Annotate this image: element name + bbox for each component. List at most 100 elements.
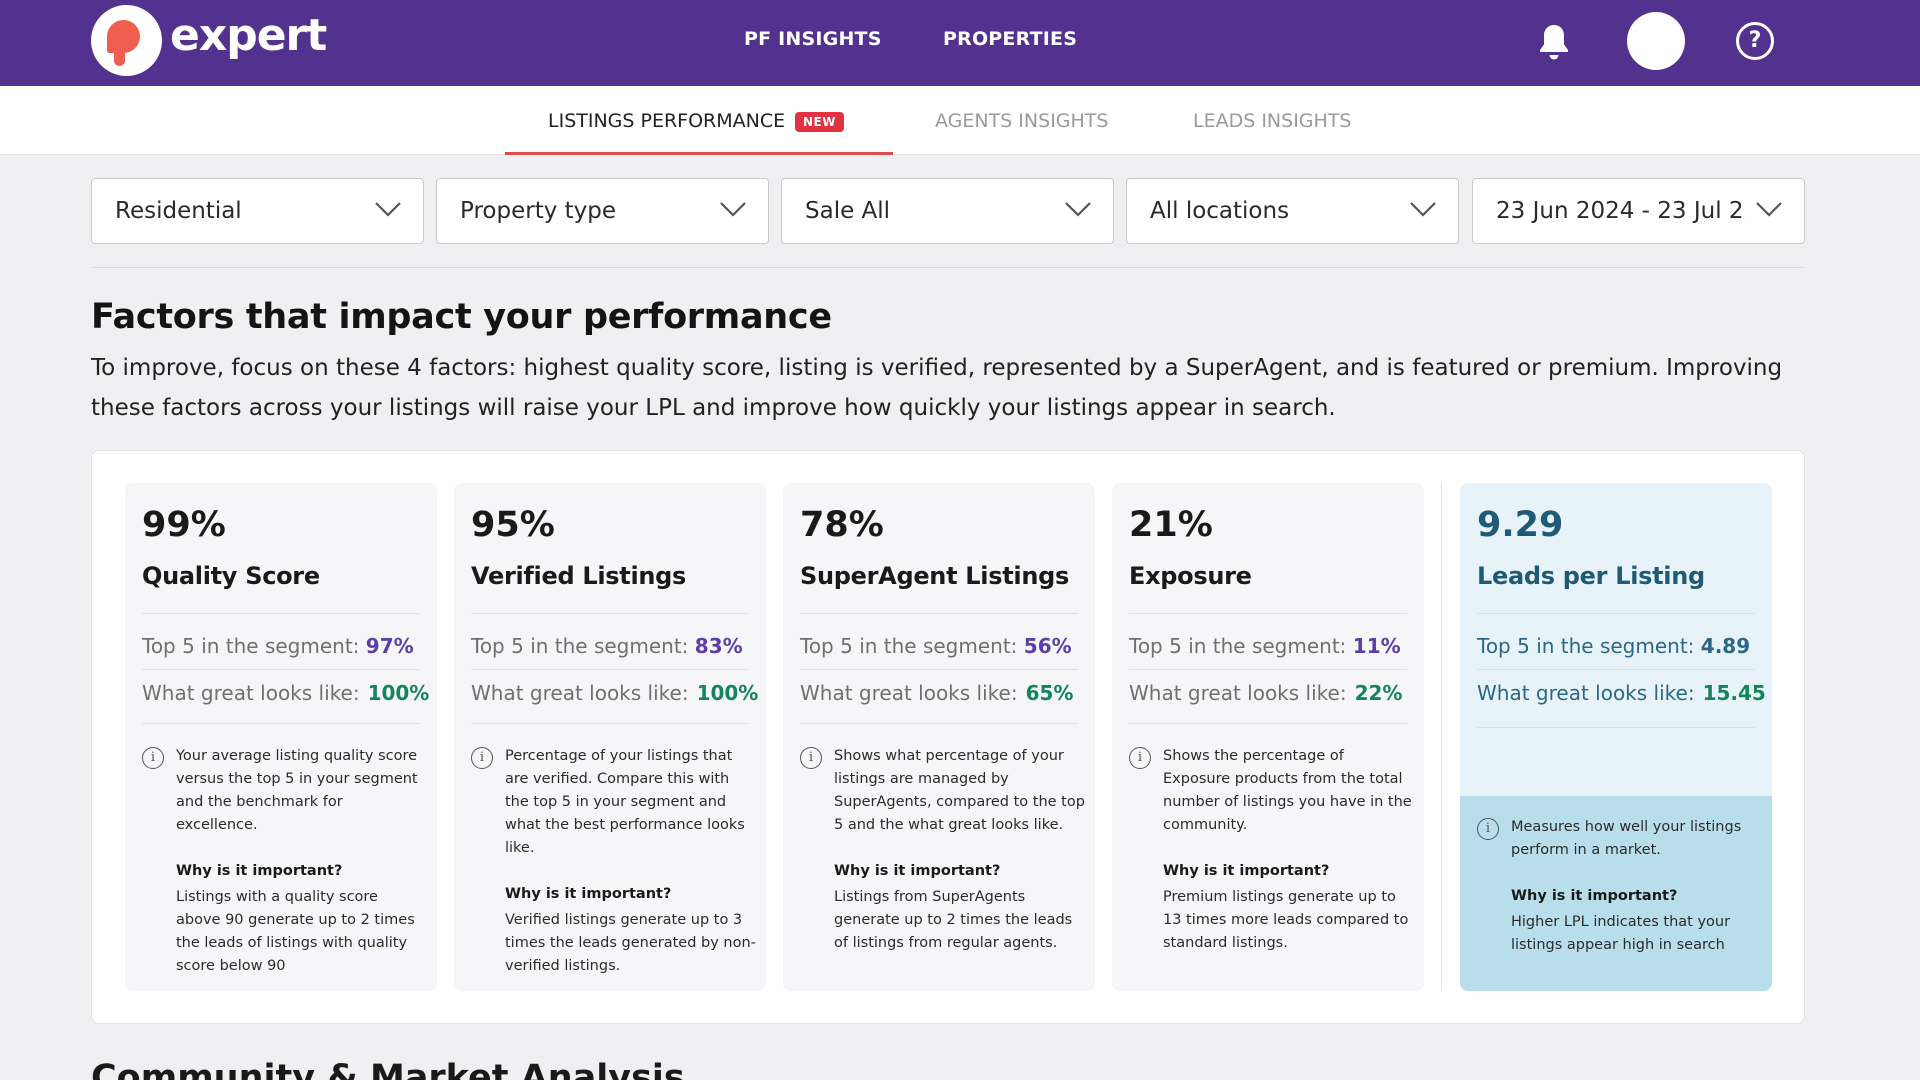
factor-value: 95% [471,505,555,545]
card-divider [800,723,1078,724]
chevron-down-icon [1756,202,1782,217]
date-range-select[interactable]: 23 Jun 2024 - 23 Jul 2... [1472,178,1805,244]
avatar[interactable] [1627,12,1685,70]
great-label: What great looks like: [1477,681,1695,705]
card-divider [1477,613,1755,614]
factor-value: 9.29 [1477,505,1564,545]
info-icon: i [1477,818,1499,840]
factors-title: Factors that impact your performance [91,297,832,337]
great-value: 22% [1354,681,1403,705]
top5-value: 56% [1023,634,1072,658]
top5-metric: Top 5 in the segment: 56% [800,634,1072,658]
tab-listings-performance[interactable]: LISTINGS PERFORMANCE [548,110,786,132]
location-select[interactable]: All locations [1126,178,1459,244]
purpose-select[interactable]: Sale All [781,178,1114,244]
chevron-down-icon [1410,202,1436,217]
factor-card-exposure: 21% Exposure Top 5 in the segment: 11% W… [1112,483,1424,991]
top5-value: 97% [365,634,414,658]
top5-metric: Top 5 in the segment: 4.89 [1477,634,1750,658]
card-divider [1477,669,1755,670]
factor-card-superagent-listings: 78% SuperAgent Listings Top 5 in the seg… [783,483,1095,991]
nav-pf-insights[interactable]: PF INSIGHTS [744,28,882,50]
card-group-divider [1441,483,1442,991]
chevron-down-icon [375,202,401,217]
factor-name: Leads per Listing [1477,562,1705,590]
great-value: 100% [696,681,759,705]
why-text: Listings from SuperAgents generate up to… [834,889,1073,951]
info-text: Measures how well your listings perform … [1511,819,1742,858]
info-text: Percentage of your listings that are ver… [505,748,745,856]
top-navigation-bar: expert PF INSIGHTS PROPERTIES ? [0,0,1920,86]
info-icon: i [1129,747,1151,769]
factor-info: i Measures how well your listings perfor… [1477,816,1762,957]
great-value: 65% [1025,681,1074,705]
great-value: 15.45 [1702,681,1766,705]
logo-icon [91,5,162,76]
new-badge: NEW [795,112,844,132]
factor-name: SuperAgent Listings [800,562,1069,590]
factors-panel: 99% Quality Score Top 5 in the segment: … [91,450,1805,1024]
property-type-select-value: Property type [460,198,617,224]
factor-info: i Shows the percentage of Exposure produ… [1129,745,1414,955]
factor-name: Verified Listings [471,562,687,590]
tab-agents-insights[interactable]: AGENTS INSIGHTS [935,110,1109,132]
great-metric: What great looks like: 65% [800,681,1073,705]
info-text: Shows the percentage of Exposure product… [1163,748,1412,833]
factor-name: Quality Score [142,562,320,590]
card-divider [142,613,420,614]
great-label: What great looks like: [800,681,1018,705]
info-icon: i [471,747,493,769]
top5-label: Top 5 in the segment: [800,634,1018,658]
factor-value: 99% [142,505,226,545]
info-text: Your average listing quality score versu… [176,748,418,833]
factor-value: 78% [800,505,884,545]
why-title: Why is it important? [1511,888,1678,904]
factor-name: Exposure [1129,562,1252,590]
location-select-value: All locations [1150,198,1290,224]
info-text: Shows what percentage of your listings a… [834,748,1085,833]
bell-icon[interactable] [1536,22,1572,62]
card-divider [1129,669,1407,670]
card-divider [142,669,420,670]
why-title: Why is it important? [176,863,343,879]
property-type-select[interactable]: Property type [436,178,769,244]
purpose-select-value: Sale All [805,198,891,224]
card-divider [471,723,749,724]
great-metric: What great looks like: 22% [1129,681,1402,705]
great-value: 100% [367,681,430,705]
why-title: Why is it important? [834,863,1001,879]
top5-metric: Top 5 in the segment: 83% [471,634,743,658]
info-icon: i [800,747,822,769]
great-metric: What great looks like: 100% [142,681,429,705]
category-select[interactable]: Residential [91,178,424,244]
card-divider [1477,727,1755,728]
great-metric: What great looks like: 15.45 [1477,681,1766,705]
factor-value: 21% [1129,505,1213,545]
community-market-analysis-title: Community & Market Analysis [91,1058,685,1080]
tab-leads-insights[interactable]: LEADS INSIGHTS [1193,110,1352,132]
top5-value: 11% [1352,634,1401,658]
info-icon: i [142,747,164,769]
logo-text: expert [170,9,327,61]
card-divider [471,613,749,614]
top5-metric: Top 5 in the segment: 11% [1129,634,1401,658]
top5-label: Top 5 in the segment: [1129,634,1347,658]
why-text: Premium listings generate up to 13 times… [1163,889,1409,951]
brand-logo[interactable]: expert [91,5,327,76]
factor-info: i Your average listing quality score ver… [142,745,427,978]
factors-description: To improve, focus on these 4 factors: hi… [91,355,1783,421]
card-divider [142,723,420,724]
why-text: Higher LPL indicates that your listings … [1511,914,1731,953]
great-label: What great looks like: [471,681,689,705]
factor-card-leads-per-listing: 9.29 Leads per Listing Top 5 in the segm… [1460,483,1772,991]
chevron-down-icon [1065,202,1091,217]
why-title: Why is it important? [1163,863,1330,879]
nav-properties[interactable]: PROPERTIES [943,28,1078,50]
why-text: Verified listings generate up to 3 times… [505,912,756,974]
active-tab-indicator [505,152,893,155]
help-icon[interactable]: ? [1736,22,1774,60]
why-text: Listings with a quality score above 90 g… [176,889,415,974]
top5-value: 83% [694,634,743,658]
card-divider [800,669,1078,670]
top5-value: 4.89 [1700,634,1751,658]
